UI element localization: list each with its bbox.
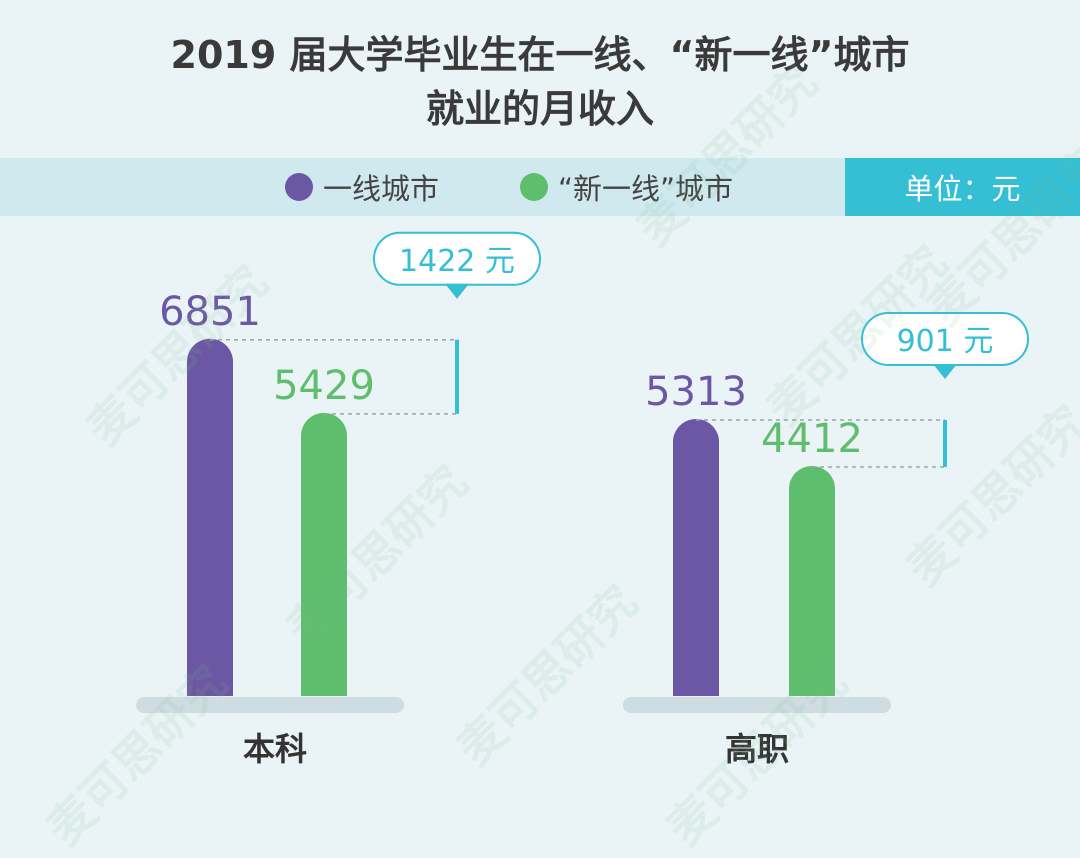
unit-label: 单位：元 [845, 158, 1080, 216]
baseline-gaozhi [623, 697, 891, 713]
chart-title-line-1: 2019 届大学毕业生在一线、“新一线”城市 [170, 33, 910, 77]
data-label-newtier1-benke: 5429 [273, 363, 375, 409]
bar-chart: 6851 5429 1422 元本科 5313 4412 901 元高职 [136, 231, 1029, 768]
diff-label-gaozhi: 901 元 [897, 324, 994, 359]
legend-swatch-tier1 [285, 173, 313, 201]
category-label-gaozhi: 高职 [725, 730, 789, 768]
legend-swatch-newtier1 [520, 173, 548, 201]
legend-item-newtier1: “新一线”城市 [520, 158, 733, 216]
diff-callout-pointer-benke [445, 283, 469, 299]
legend-label-tier1: 一线城市 [323, 172, 440, 206]
category-label-benke: 本科 [243, 730, 307, 768]
chart-title: 2019 届大学毕业生在一线、“新一线”城市 就业的月收入 [0, 28, 1080, 136]
bar-newtier1-gaozhi [789, 465, 835, 696]
data-label-tier1-benke: 6851 [159, 289, 261, 335]
bar-newtier1-benke [301, 412, 347, 696]
diff-label-benke: 1422 元 [399, 244, 515, 279]
legend-label-newtier1: “新一线”城市 [558, 172, 734, 206]
legend: 一线城市 “新一线”城市 单位：元 [0, 158, 1080, 216]
diff-callout-pointer-gaozhi [933, 363, 957, 379]
legend-item-tier1: 一线城市 [285, 158, 439, 216]
bar-tier1-benke [187, 338, 233, 696]
baseline-benke [136, 697, 404, 713]
chart-title-line-2: 就业的月收入 [425, 87, 654, 131]
data-label-newtier1-gaozhi: 4412 [761, 416, 863, 462]
bar-tier1-gaozhi [673, 418, 719, 696]
data-label-tier1-gaozhi: 5313 [645, 369, 747, 415]
